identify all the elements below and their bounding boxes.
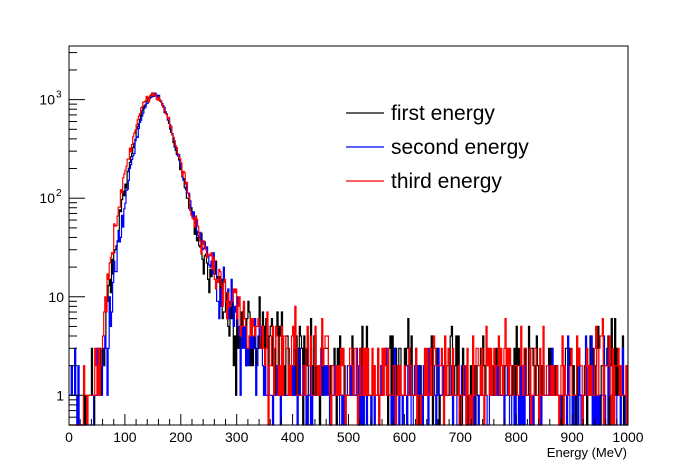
x-tick-label: 400 (281, 429, 305, 445)
x-tick-label: 600 (393, 429, 417, 445)
x-axis-title: Energy (MeV) (547, 445, 627, 460)
series-layer (69, 92, 628, 426)
x-tick-label: 700 (449, 429, 473, 445)
x-tick-label: 800 (505, 429, 529, 445)
series-line-3 (69, 92, 628, 426)
x-tick-label: 200 (169, 429, 193, 445)
x-tick-label: 0 (65, 429, 73, 445)
y-tick-label: 10 (39, 92, 55, 108)
x-tick-label: 900 (560, 429, 584, 445)
legend-label: first energy (391, 102, 495, 125)
y-tick-label: 1 (56, 387, 64, 403)
y-tick-label: 10 (39, 190, 55, 206)
y-tick-label: 10 (48, 289, 64, 305)
x-tick-label: 100 (113, 429, 137, 445)
x-tick-label: 300 (225, 429, 249, 445)
legend-label: second energy (391, 136, 529, 159)
x-axis: 0 100 200 300 400 500 600 700 800 900 1000 (65, 414, 644, 445)
y-tick-exponent: 2 (56, 188, 62, 199)
legend-label: third energy (391, 170, 502, 193)
x-tick-label: 500 (337, 429, 361, 445)
x-tick-label: 1000 (612, 429, 643, 445)
legend: first energy second energy third energy (346, 102, 529, 193)
y-tick-exponent: 3 (56, 90, 62, 101)
